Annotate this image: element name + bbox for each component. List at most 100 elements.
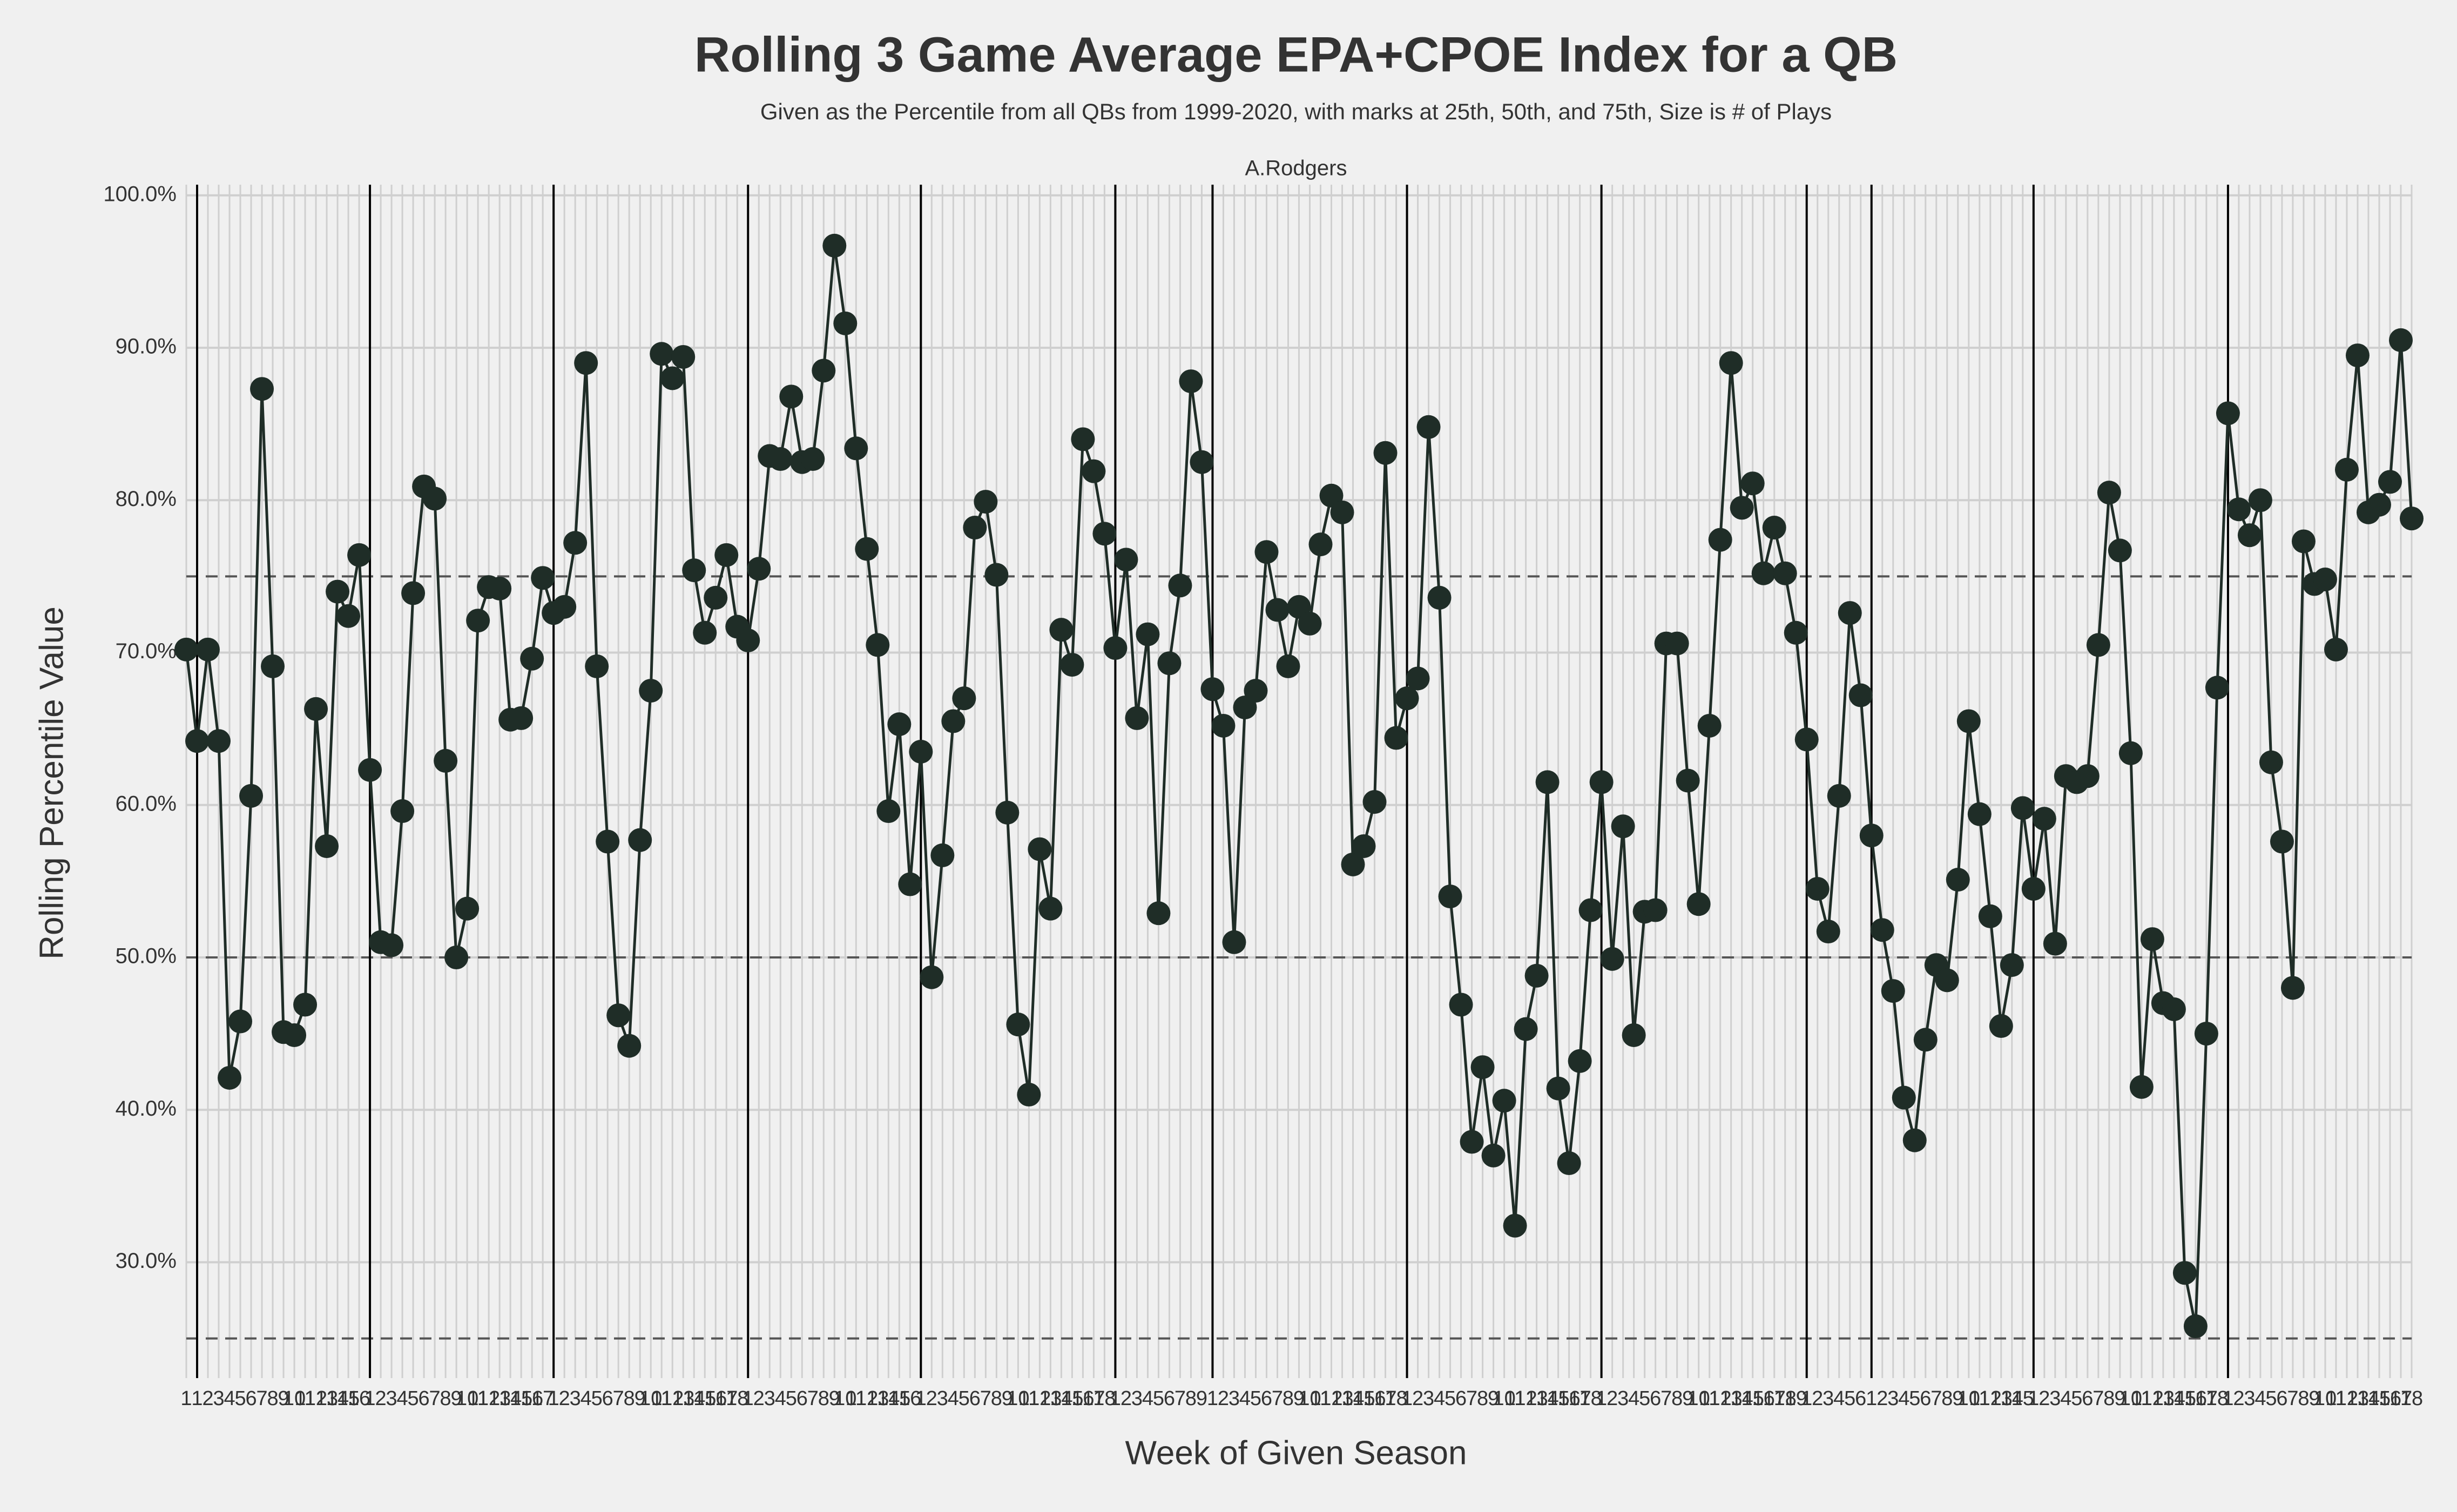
data-point [1244,679,1268,703]
x-tick-label: 9 [1952,1387,1963,1410]
data-point [920,965,944,989]
x-tick-label: 3 [1228,1387,1240,1410]
y-tick-label: 60.0% [116,792,177,815]
x-tick-label: 5 [2071,1387,2082,1410]
x-tick-label: 14 [499,1387,522,1410]
data-point [844,436,868,461]
data-point [1892,1085,1916,1110]
x-tick-label: 9 [1293,1387,1305,1410]
data-point [822,233,847,258]
x-tick-label: 17 [715,1387,738,1410]
x-tick-label: 5 [1444,1387,1456,1410]
data-point [995,800,1020,825]
chart-subtitle: Given as the Percentile from all QBs fro… [760,99,1832,124]
data-point [714,543,739,567]
facet-label: A.Rodgers [1245,157,1347,180]
x-tick-label: 8 [1941,1387,1953,1410]
x-tick-label: 2 [2233,1387,2244,1410]
x-tick-label: 11 [2131,1387,2152,1410]
x-tick-label: 10 [2120,1387,2142,1410]
x-tick-label: 16 [899,1387,921,1410]
data-point [2021,876,2046,901]
x-tick-label: 11 [1310,1387,1331,1410]
y-tick-label: 50.0% [116,944,177,968]
data-point [1298,611,1322,636]
x-tick-label: 1 [915,1387,927,1410]
data-point [779,384,804,409]
data-point [984,563,1009,587]
x-tick-label: 10 [283,1387,306,1410]
x-tick-label: 10 [1007,1387,1029,1410]
x-tick-label: 5 [408,1387,419,1410]
x-axis-title: Week of Given Season [1125,1434,1467,1472]
data-point [876,799,901,824]
chart-title: Rolling 3 Game Average EPA+CPOE Index fo… [694,27,1898,82]
data-point [531,566,555,590]
x-tick-label: 2 [559,1387,570,1410]
data-point [1622,1023,1646,1047]
data-point [682,558,706,583]
data-point [2270,829,2294,854]
x-tick-label: 4 [775,1387,786,1410]
data-point [1200,677,1225,701]
x-tick-label: 5 [2265,1387,2277,1410]
x-tick-label: 2 [1877,1387,1888,1410]
data-point [1794,727,1819,752]
data-point [941,709,966,733]
x-tick-label: 3 [1423,1387,1434,1410]
data-point [1038,896,1063,921]
data-point [218,1065,242,1090]
x-tick-label: 14 [1731,1387,1753,1410]
x-tick-label: 18 [2400,1387,2423,1410]
x-tick-label: 3 [213,1387,224,1410]
x-tick-label: 18 [2206,1387,2229,1410]
data-point [1935,968,1959,993]
data-point [1427,585,1452,610]
x-tick-label: 6 [245,1387,256,1410]
x-tick-label: 3 [1617,1387,1629,1410]
data-point [2388,328,2413,352]
x-tick-label: 5 [1844,1387,1855,1410]
data-point [1254,540,1279,564]
x-tick-label: 18 [1093,1387,1116,1410]
data-point [293,993,318,1017]
data-point [1017,1083,1041,1107]
x-tick-label: 13 [2152,1387,2175,1410]
data-point [250,377,274,401]
x-tick-label: 14 [1341,1387,1364,1410]
x-tick-label: 13 [672,1387,694,1410]
x-tick-label: 3 [1131,1387,1143,1410]
data-point [1406,666,1430,691]
x-tick-label: 16 [1752,1387,1775,1410]
x-tick-label: 4 [1142,1387,1153,1410]
x-tick-label: 16 [1071,1387,1094,1410]
data-point [574,351,598,375]
x-tick-label: 6 [418,1387,430,1410]
data-point [1978,904,2002,928]
x-tick-label: 11 [1699,1387,1720,1410]
x-tick-label: 3 [764,1387,775,1410]
data-point [1460,1130,1484,1154]
data-point [1373,441,1398,465]
data-point [434,748,458,773]
x-tick-label: 14 [326,1387,349,1410]
data-point [315,834,339,858]
data-point [1578,898,1603,922]
y-tick-label: 70.0% [116,639,177,663]
data-point [639,679,663,703]
x-tick-label: 6 [1455,1387,1467,1410]
x-tick-label: 6 [1261,1387,1272,1410]
x-tick-label: 10 [834,1387,856,1410]
data-point [930,843,955,867]
data-point [855,537,879,561]
x-tick-label: 15 [2174,1387,2196,1410]
data-point [693,620,717,645]
data-point [1611,814,1635,839]
y-tick-label: 90.0% [116,335,177,359]
x-tick-label: 13 [1331,1387,1353,1410]
data-point [347,543,372,567]
x-tick-label: 5 [591,1387,603,1410]
x-tick-label: 6 [969,1387,981,1410]
x-tick-label: 16 [1557,1387,1580,1410]
x-tick-label: 13 [315,1387,338,1410]
